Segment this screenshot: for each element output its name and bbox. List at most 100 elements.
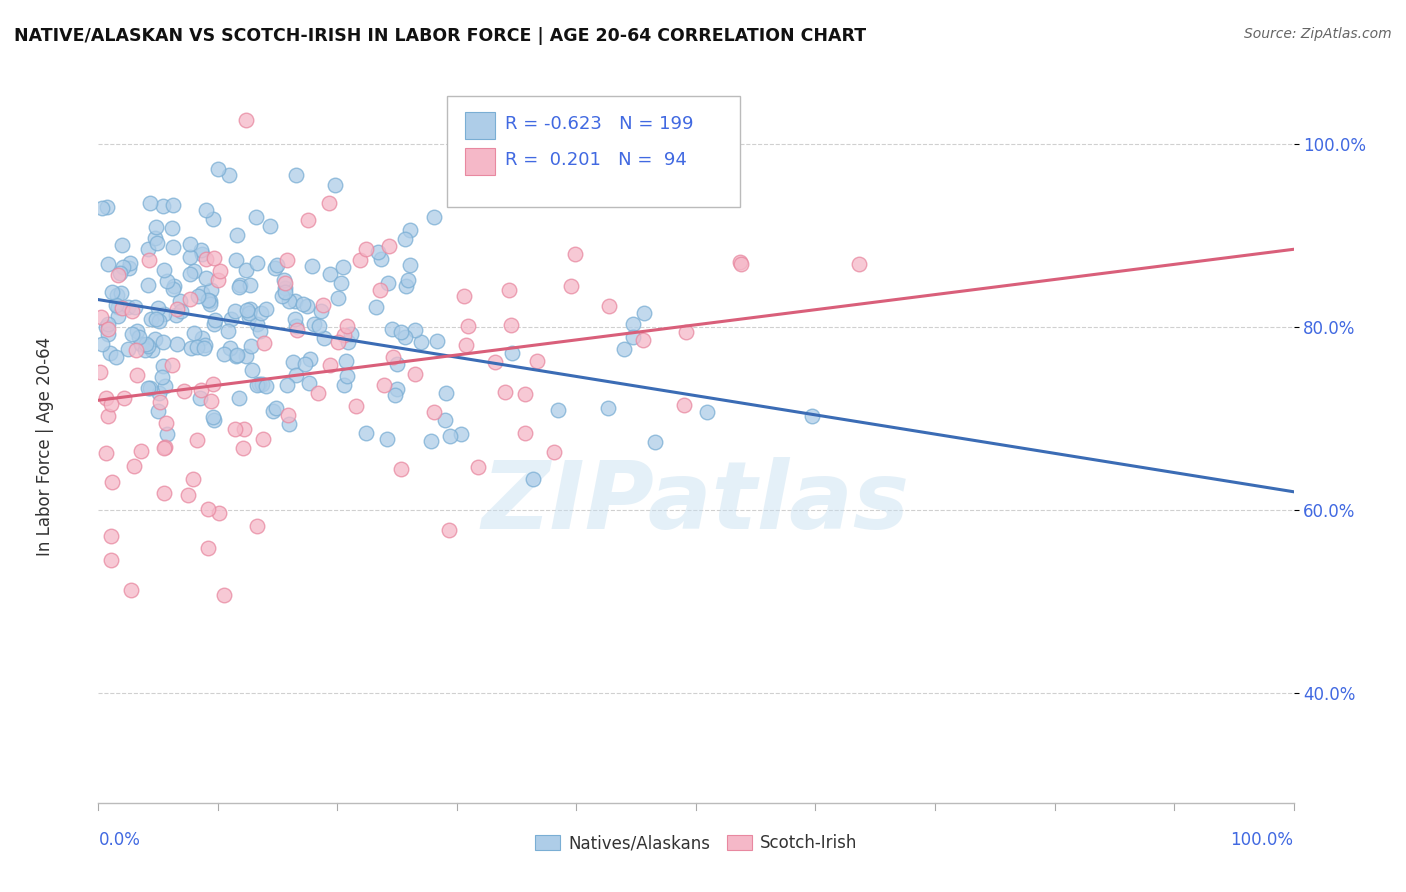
- Point: [145, 219, 167, 234]
- Point: [181, 473, 204, 487]
- Point: [373, 378, 395, 392]
- Point: [105, 288, 128, 302]
- Point: [384, 388, 406, 402]
- Point: [195, 252, 218, 267]
- Point: [370, 252, 392, 266]
- Point: [513, 387, 536, 401]
- Point: [166, 302, 188, 317]
- Point: [136, 338, 159, 352]
- Point: [136, 380, 159, 394]
- Point: [381, 321, 404, 335]
- Point: [456, 338, 478, 352]
- Text: In Labor Force | Age 20-64: In Labor Force | Age 20-64: [35, 336, 53, 556]
- Point: [284, 312, 307, 326]
- Point: [311, 304, 333, 318]
- Point: [278, 417, 301, 431]
- Point: [194, 203, 217, 218]
- Point: [276, 377, 298, 392]
- Point: [162, 282, 184, 296]
- Point: [547, 403, 569, 417]
- Point: [420, 434, 443, 449]
- Point: [131, 336, 153, 351]
- Point: [179, 250, 201, 264]
- Point: [198, 294, 221, 309]
- Point: [188, 391, 211, 405]
- Point: [494, 384, 516, 399]
- Point: [162, 198, 184, 212]
- Point: [254, 302, 277, 317]
- Point: [423, 210, 446, 224]
- Point: [499, 318, 522, 332]
- Point: [226, 348, 249, 362]
- Point: [183, 326, 205, 341]
- Point: [311, 297, 333, 311]
- Point: [644, 435, 666, 450]
- Point: [543, 445, 565, 459]
- Point: [285, 319, 308, 334]
- Point: [179, 293, 201, 307]
- Point: [124, 300, 146, 314]
- Point: [277, 408, 299, 422]
- Point: [235, 349, 257, 363]
- Point: [385, 357, 408, 371]
- Point: [146, 404, 169, 418]
- Point: [108, 266, 131, 280]
- Point: [202, 252, 225, 266]
- Bar: [465, 148, 495, 175]
- Point: [291, 297, 314, 311]
- Point: [193, 338, 215, 352]
- Point: [375, 432, 398, 446]
- Point: [673, 398, 696, 412]
- Point: [377, 277, 399, 291]
- Point: [135, 337, 157, 351]
- Point: [163, 279, 186, 293]
- Point: [197, 293, 219, 308]
- Point: [226, 228, 249, 243]
- Point: [598, 299, 620, 313]
- Point: [204, 313, 226, 327]
- Point: [100, 397, 122, 411]
- Point: [453, 288, 475, 302]
- Point: [173, 384, 195, 399]
- Point: [298, 376, 321, 390]
- Point: [200, 296, 222, 310]
- Point: [246, 518, 269, 533]
- Point: [252, 432, 274, 446]
- Point: [127, 368, 149, 382]
- Point: [330, 276, 353, 290]
- Point: [233, 422, 256, 436]
- Point: [284, 168, 307, 182]
- Point: [104, 350, 127, 364]
- Point: [332, 260, 354, 274]
- Point: [117, 300, 139, 314]
- Point: [202, 317, 225, 331]
- Point: [273, 273, 295, 287]
- Point: [426, 334, 449, 349]
- Point: [156, 274, 179, 288]
- Point: [152, 198, 174, 212]
- Point: [224, 422, 246, 436]
- Point: [162, 240, 184, 254]
- Point: [200, 283, 222, 297]
- Point: [284, 293, 307, 308]
- Point: [277, 293, 299, 308]
- Point: [139, 312, 162, 326]
- Point: [281, 355, 304, 369]
- Text: R =  0.201   N =  94: R = 0.201 N = 94: [505, 151, 686, 169]
- Point: [235, 112, 257, 127]
- Point: [404, 367, 426, 381]
- Point: [152, 334, 174, 349]
- Point: [382, 351, 405, 365]
- Point: [238, 306, 260, 320]
- Point: [111, 238, 134, 252]
- Point: [90, 310, 112, 325]
- Point: [560, 279, 582, 293]
- Point: [339, 327, 361, 342]
- Text: R = -0.623   N = 199: R = -0.623 N = 199: [505, 115, 693, 133]
- Point: [271, 289, 294, 303]
- Point: [96, 392, 118, 406]
- Point: [217, 324, 239, 338]
- Point: [225, 349, 247, 363]
- Point: [318, 196, 340, 211]
- Point: [197, 541, 219, 556]
